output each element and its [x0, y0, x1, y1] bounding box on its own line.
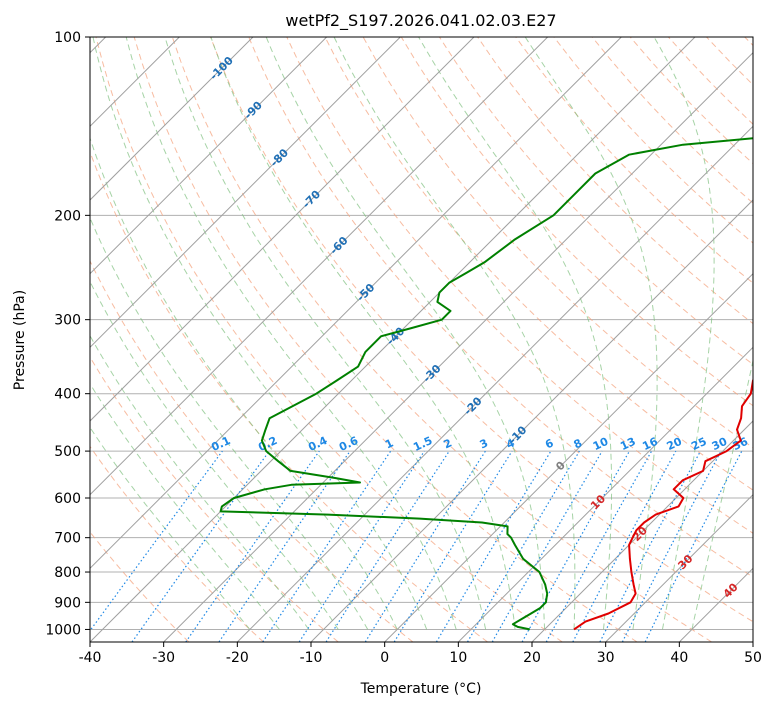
x-tick-label: 50 — [744, 650, 762, 666]
x-tick-label: -30 — [152, 650, 175, 666]
y-tick-label: 500 — [54, 444, 81, 460]
y-tick-label: 300 — [54, 313, 81, 329]
y-tick-label: 900 — [54, 595, 81, 611]
x-axis-label: Temperature (°C) — [360, 681, 482, 697]
y-tick-label: 200 — [54, 208, 81, 224]
y-axis-label: Pressure (hPa) — [12, 290, 28, 390]
x-tick-label: -20 — [226, 650, 249, 666]
y-tick-label: 800 — [54, 565, 81, 581]
x-tick-label: 0 — [380, 650, 389, 666]
y-tick-label: 600 — [54, 491, 81, 507]
x-tick-label: 40 — [670, 650, 688, 666]
x-tick-label: 30 — [597, 650, 615, 666]
chart-title: wetPf2_S197.2026.041.02.03.E27 — [285, 11, 556, 31]
x-tick-label: 20 — [523, 650, 541, 666]
y-tick-label: 1000 — [45, 622, 81, 638]
x-tick-label: -40 — [79, 650, 102, 666]
y-tick-label: 100 — [54, 30, 81, 46]
y-tick-label: 700 — [54, 531, 81, 547]
x-tick-label: -10 — [300, 650, 323, 666]
y-tick-label: 400 — [54, 387, 81, 403]
x-tick-label: 10 — [449, 650, 467, 666]
